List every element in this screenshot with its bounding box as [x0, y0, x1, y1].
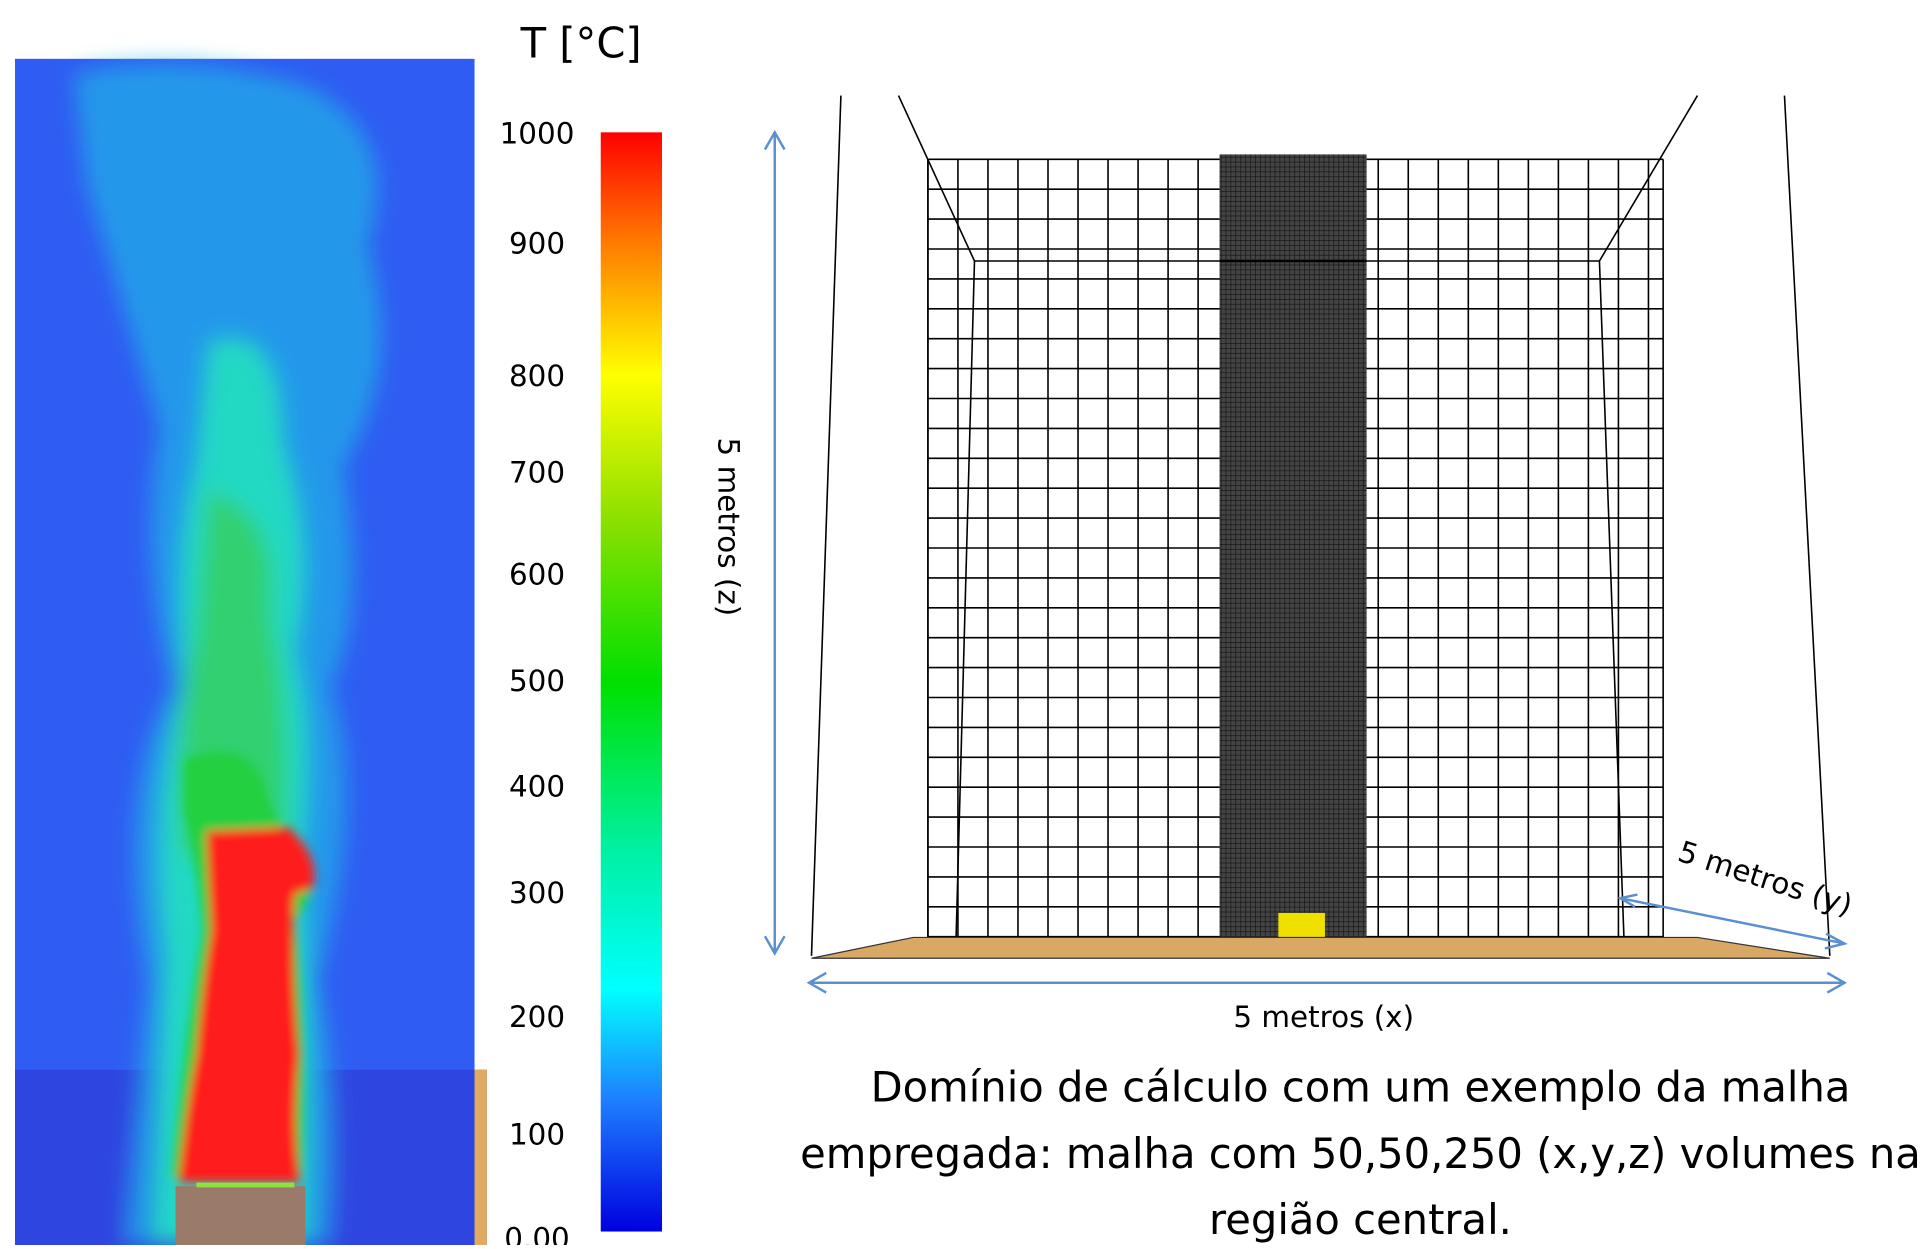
- z-label: 5 metros (z): [711, 438, 745, 617]
- colorbar: [600, 132, 663, 1232]
- colorbar-label: 900: [509, 227, 565, 261]
- colorbar-label: 600: [509, 557, 565, 591]
- x-label: 5 metros (x): [1233, 1000, 1414, 1034]
- floor: [811, 936, 1830, 959]
- colorbar-label: 800: [509, 359, 565, 393]
- fire-source: [1278, 912, 1325, 940]
- caption-line: região central.: [1209, 1195, 1512, 1244]
- simulation-image: [14, 58, 487, 1246]
- colorbar-labels: 1000 900 800 700 600 500 400 300 200 100 0.00: [500, 116, 575, 1249]
- colorbar-label: 300: [509, 876, 565, 910]
- refined-column: [1219, 154, 1367, 939]
- colorbar-label: 700: [509, 456, 565, 490]
- caption: Domínio de cálculo com um exemplo da mal…: [800, 1063, 1921, 1244]
- colorbar-label: 100: [509, 1117, 565, 1151]
- colorbar-label: 400: [509, 769, 565, 803]
- label-background: [478, 85, 506, 166]
- colorbar-label: 1000: [500, 116, 575, 150]
- caption-line: Domínio de cálculo com um exemplo da mal…: [871, 1063, 1851, 1112]
- caption-line: empregada: malha com 50,50,250 (x,y,z) v…: [800, 1129, 1921, 1178]
- y-label: 5 metros (y): [1674, 834, 1856, 922]
- colorbar-title: T [°C]: [520, 19, 642, 68]
- colorbar-label: 200: [509, 1000, 565, 1034]
- colorbar-label: 0.00: [504, 1222, 569, 1245]
- dimension-arrows: [763, 129, 1848, 994]
- colorbar-label: 500: [509, 664, 565, 698]
